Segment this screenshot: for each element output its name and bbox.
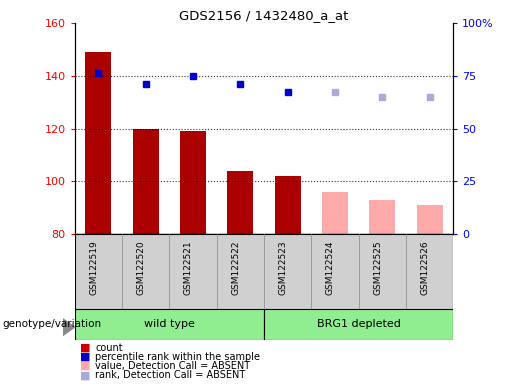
Bar <box>322 192 348 234</box>
Text: percentile rank within the sample: percentile rank within the sample <box>95 352 260 362</box>
Text: GSM122525: GSM122525 <box>373 240 382 295</box>
Text: GSM122520: GSM122520 <box>136 240 146 295</box>
Text: GSM122521: GSM122521 <box>184 240 193 295</box>
Bar <box>417 205 442 234</box>
Text: value, Detection Call = ABSENT: value, Detection Call = ABSENT <box>95 361 250 371</box>
Text: count: count <box>95 343 123 353</box>
Text: GSM122526: GSM122526 <box>421 240 430 295</box>
Title: GDS2156 / 1432480_a_at: GDS2156 / 1432480_a_at <box>179 9 349 22</box>
Bar <box>133 129 159 234</box>
Text: GSM122519: GSM122519 <box>89 240 98 295</box>
Text: GSM122522: GSM122522 <box>231 240 241 295</box>
Text: ■: ■ <box>80 352 90 362</box>
Text: GSM122524: GSM122524 <box>326 240 335 295</box>
Bar <box>369 200 395 234</box>
Polygon shape <box>63 318 76 336</box>
Text: ■: ■ <box>80 343 90 353</box>
Bar <box>227 171 253 234</box>
Text: ■: ■ <box>80 361 90 371</box>
Text: ■: ■ <box>80 370 90 380</box>
Bar <box>75 309 264 340</box>
Bar <box>264 309 453 340</box>
Text: rank, Detection Call = ABSENT: rank, Detection Call = ABSENT <box>95 370 246 380</box>
Text: BRG1 depleted: BRG1 depleted <box>317 319 401 329</box>
Bar <box>180 131 206 234</box>
Bar <box>274 176 301 234</box>
Bar <box>85 52 111 234</box>
Text: GSM122523: GSM122523 <box>279 240 287 295</box>
Text: genotype/variation: genotype/variation <box>3 319 101 329</box>
Text: wild type: wild type <box>144 319 195 329</box>
